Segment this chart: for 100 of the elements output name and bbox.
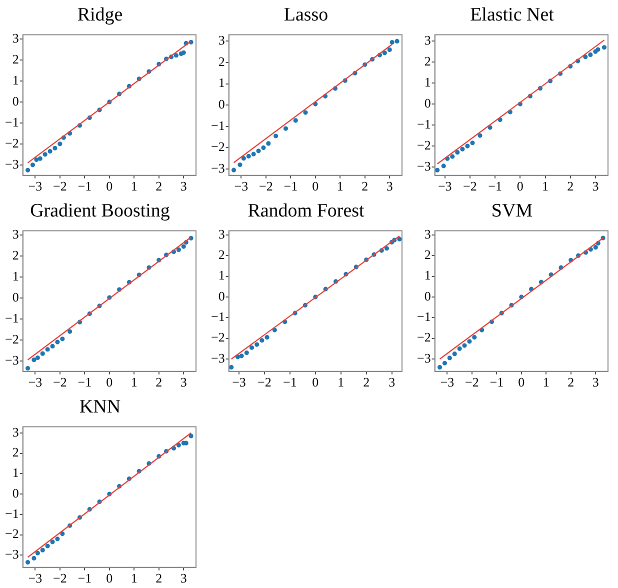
y-tick-label: 2 <box>12 247 19 262</box>
y-tick-label: −3 <box>4 156 19 172</box>
chart-title: Ridge <box>77 4 123 26</box>
y-tick-label: 0 <box>218 96 225 112</box>
chart-title: Random Forest <box>248 200 366 222</box>
point <box>40 548 45 552</box>
point <box>457 346 462 351</box>
point <box>602 45 607 50</box>
point <box>249 345 254 350</box>
point <box>32 556 36 561</box>
point <box>441 164 446 168</box>
y-tick-label: 1 <box>12 268 19 284</box>
point <box>238 162 242 168</box>
point <box>241 156 246 161</box>
x-tick-label: −3 <box>438 178 452 194</box>
point <box>283 126 288 131</box>
point <box>251 152 256 156</box>
x-tick-label: 0 <box>312 178 319 194</box>
point <box>593 245 598 250</box>
x-tick-label: 3 <box>180 374 187 390</box>
point <box>442 360 448 366</box>
point <box>261 145 266 150</box>
point <box>266 141 271 146</box>
point <box>50 540 55 544</box>
x-tick-label: −2 <box>465 374 479 390</box>
x-tick-label: 2 <box>156 570 162 586</box>
point <box>34 157 39 162</box>
y-tick-label: 1 <box>424 74 431 90</box>
point <box>25 168 30 172</box>
point <box>450 154 455 159</box>
x-tick-label: −3 <box>232 374 246 390</box>
y-tick-label: −1 <box>210 118 225 133</box>
point <box>462 343 467 348</box>
point <box>435 168 440 172</box>
point <box>25 366 30 371</box>
y-tick-label: 0 <box>12 485 19 500</box>
y-tick-label: −2 <box>416 330 431 345</box>
point <box>256 148 261 154</box>
y-tick-label: −3 <box>416 350 431 366</box>
x-tick-label: −1 <box>284 178 298 194</box>
y-tick-label: 1 <box>218 268 225 283</box>
x-tick-label: 3 <box>388 374 396 390</box>
y-tick-label: 2 <box>12 51 19 66</box>
point <box>30 162 36 168</box>
y-tick-label: −3 <box>210 160 225 176</box>
point <box>35 550 40 556</box>
x-tick-label: 1 <box>542 374 550 390</box>
y-tick-label: 2 <box>218 54 225 69</box>
x-tick-label: 1 <box>338 374 344 390</box>
point <box>58 142 62 146</box>
point <box>239 354 244 358</box>
point <box>272 328 277 332</box>
point <box>60 531 65 536</box>
point <box>244 350 249 356</box>
chart-title: Gradient Boosting <box>30 200 170 222</box>
x-tick-label: −2 <box>463 178 477 194</box>
x-tick-label: −2 <box>259 178 273 194</box>
y-tick-label: 2 <box>218 247 225 262</box>
x-tick-label: 2 <box>363 374 370 390</box>
x-tick-label: −2 <box>53 374 67 390</box>
x-tick-label: 1 <box>130 374 138 390</box>
point <box>55 340 60 344</box>
point <box>488 125 492 130</box>
chart-title: Elastic Net <box>470 4 555 26</box>
x-tick-label: 3 <box>592 178 599 194</box>
point <box>35 355 40 360</box>
x-tick-label: −1 <box>490 374 504 390</box>
y-tick-label: −3 <box>4 352 19 368</box>
y-tick-label: −2 <box>4 526 19 542</box>
y-tick-label: 1 <box>12 72 19 88</box>
point <box>465 144 470 148</box>
x-tick-label: 0 <box>312 374 319 390</box>
y-tick-label: 0 <box>12 289 19 304</box>
x-tick-label: −1 <box>488 178 502 194</box>
point <box>293 118 298 123</box>
point <box>394 38 400 44</box>
y-tick-label: −1 <box>210 309 225 324</box>
point <box>472 334 477 340</box>
point <box>264 334 270 340</box>
point <box>55 536 60 542</box>
point <box>384 246 390 251</box>
point <box>48 148 52 154</box>
x-tick-label: 2 <box>567 178 574 194</box>
y-tick-label: −1 <box>416 116 431 132</box>
y-tick-label: 1 <box>218 75 225 90</box>
x-tick-label: −1 <box>78 178 92 194</box>
x-tick-label: −3 <box>440 374 454 390</box>
x-tick-label: −3 <box>28 570 42 586</box>
point <box>470 140 475 146</box>
point <box>455 150 460 155</box>
x-tick-label: 2 <box>156 178 162 194</box>
x-tick-label: 1 <box>130 570 138 586</box>
point <box>303 110 308 115</box>
point <box>60 336 65 342</box>
y-tick-label: −1 <box>4 114 19 130</box>
y-tick-label: −1 <box>4 506 19 521</box>
x-tick-label: 1 <box>336 178 344 194</box>
x-tick-label: 1 <box>542 178 549 194</box>
point <box>38 156 42 161</box>
y-tick-label: 3 <box>218 226 225 242</box>
